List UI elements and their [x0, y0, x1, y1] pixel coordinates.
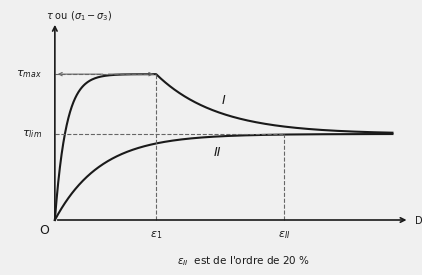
Text: II: II	[213, 146, 221, 159]
Text: $\tau$ ou $(\sigma_1 - \sigma_3)$: $\tau$ ou $(\sigma_1 - \sigma_3)$	[46, 10, 113, 23]
Text: O: O	[39, 224, 49, 238]
Text: $\tau_{lim}$: $\tau_{lim}$	[22, 128, 42, 140]
Text: $\varepsilon_{II}$  est de l'ordre de 20 %: $\varepsilon_{II}$ est de l'ordre de 20 …	[177, 254, 310, 268]
Text: I: I	[222, 94, 225, 107]
Text: Déformation $\varepsilon$: Déformation $\varepsilon$	[414, 213, 422, 227]
Text: $\varepsilon_1$: $\varepsilon_1$	[150, 229, 162, 241]
Text: $\varepsilon_{II}$: $\varepsilon_{II}$	[278, 229, 291, 241]
Text: $\tau_{max}$: $\tau_{max}$	[16, 68, 42, 80]
